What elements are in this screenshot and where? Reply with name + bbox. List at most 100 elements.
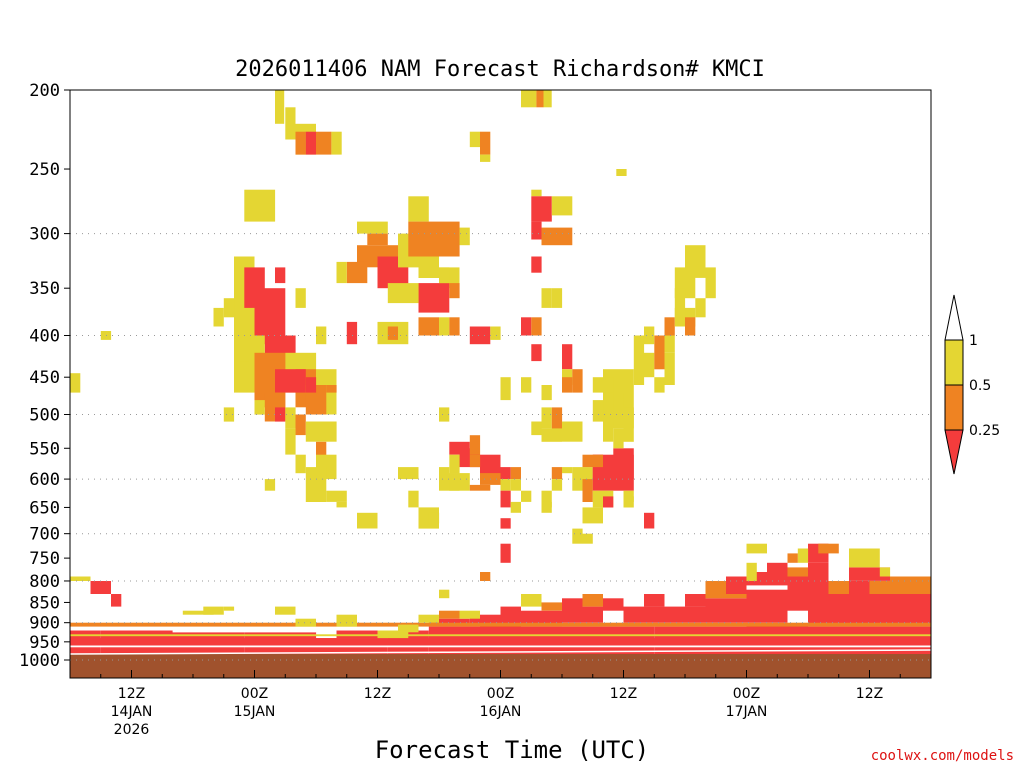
surface-ri-cell	[767, 562, 788, 577]
y-tick-label: 500	[29, 406, 60, 426]
ri-cell	[305, 467, 327, 502]
x-tick-label: 00Z	[241, 686, 268, 702]
ri-cell	[480, 454, 501, 480]
ri-cell	[398, 321, 409, 345]
ri-cell	[223, 298, 235, 318]
ri-cell	[531, 344, 542, 362]
ri-cell	[551, 288, 563, 308]
y-tick-label: 600	[29, 470, 60, 490]
ri-cell	[541, 490, 552, 508]
ri-cell	[469, 131, 481, 148]
ri-cell	[613, 428, 624, 449]
ri-cell	[695, 298, 706, 318]
ri-cell	[613, 448, 634, 480]
ri-cell	[295, 107, 305, 140]
surface-ri-cell	[377, 630, 409, 639]
ri-cell	[398, 467, 419, 480]
surface-ri-cell	[787, 553, 798, 563]
ri-cell	[418, 283, 450, 313]
x-tick-label: 00Z	[733, 686, 760, 702]
surface-ri-cell	[398, 624, 419, 633]
ri-cell	[664, 335, 675, 353]
ri-cell	[428, 512, 440, 524]
surface-ri-cell	[500, 543, 511, 563]
ri-cell	[603, 421, 614, 442]
ri-cell	[572, 528, 583, 544]
chart-title: 2026011406 NAM Forecast Richardson# KMCI	[235, 57, 765, 82]
legend-bottom-arrow	[944, 429, 964, 475]
ri-cell	[623, 407, 634, 442]
ri-cell	[664, 352, 675, 385]
surface-ri-cell	[808, 562, 829, 627]
ri-cell	[357, 221, 388, 234]
legend: 1 0.5 0.25	[944, 294, 1000, 475]
surface-ri-cell	[890, 576, 931, 581]
surface-ri-cell	[428, 618, 470, 627]
ri-cell	[543, 90, 552, 108]
ri-cell	[408, 196, 429, 222]
ri-cell	[264, 479, 276, 491]
credit-text: coolwx.com/models	[871, 748, 1014, 764]
surface-ri-cell	[787, 567, 808, 577]
ri-cell	[654, 377, 665, 393]
surface-ri-cell	[797, 548, 809, 563]
ri-cell	[239, 335, 250, 362]
ri-cell	[500, 467, 511, 480]
ri-cell	[490, 326, 501, 340]
ri-cell	[439, 467, 450, 480]
ri-cell	[275, 267, 286, 284]
ri-cell	[541, 227, 573, 246]
ri-cell	[582, 507, 603, 524]
surface-ri-cell	[582, 594, 603, 607]
ri-cell	[541, 501, 552, 513]
legend-swatch	[944, 339, 964, 386]
y-tick-label: 700	[29, 525, 60, 545]
x-tick-label: 12Z	[118, 686, 145, 702]
ri-cell	[469, 435, 481, 455]
ri-cell	[367, 233, 388, 246]
ri-cell	[305, 131, 317, 155]
ri-cell	[616, 169, 627, 176]
ri-cell	[685, 317, 696, 336]
ri-cell	[418, 317, 439, 336]
surface-ri-cell	[521, 594, 542, 607]
x-tick-label: 17JAN	[726, 704, 768, 720]
x-axis-ticks: 12Z 14JAN 2026 00Z 15JAN 12Z 00Z 16JAN 12Z 00Z 17J…	[69, 670, 932, 738]
ri-cell	[387, 283, 419, 304]
surface-ri-cell	[869, 581, 931, 594]
y-tick-label: 900	[29, 614, 60, 634]
y-tick-label: 250	[29, 160, 60, 180]
ri-cell	[633, 335, 645, 385]
ri-cell	[551, 479, 563, 491]
y-tick-label: 550	[29, 439, 60, 459]
ri-cell	[275, 369, 306, 393]
ri-cell	[285, 407, 296, 429]
surface-ri-cell	[203, 606, 224, 615]
surface-ri-cell	[70, 645, 931, 648]
ri-cell	[326, 385, 337, 393]
ri-cell	[531, 421, 542, 436]
ri-cell	[500, 479, 511, 491]
surface-ri-cell	[849, 567, 890, 581]
ri-cell	[664, 317, 675, 336]
ri-cell	[500, 518, 511, 529]
ri-cell	[674, 288, 686, 318]
surface-ri-cell	[828, 581, 849, 594]
ri-cell	[70, 373, 81, 393]
x-tick-label: 12Z	[610, 686, 637, 702]
ri-cell	[521, 377, 532, 393]
ri-cell	[531, 189, 542, 197]
surface-ri-cell	[275, 606, 296, 615]
surface-ri-cell	[439, 589, 450, 599]
y-tick-label: 200	[29, 81, 60, 101]
ri-cell	[510, 479, 521, 491]
y-axis-ticks: 200 250 300 350 400 450 500 550 600 650 700 750 8008…	[19, 81, 70, 671]
ri-cell	[254, 288, 286, 345]
ri-cell	[418, 256, 439, 278]
ri-cell	[551, 407, 563, 436]
y-tick-label: 450	[29, 368, 60, 388]
surface-ri-cell	[705, 598, 747, 623]
ri-cell	[521, 90, 537, 108]
surface-ri-cell	[70, 634, 931, 637]
ri-cell	[541, 407, 552, 429]
